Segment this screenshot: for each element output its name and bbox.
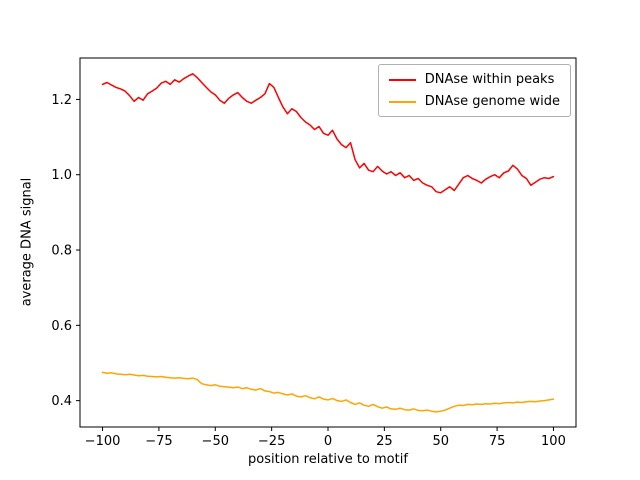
y-tick-label: 1.2 <box>51 93 72 108</box>
y-tick-label: 1.0 <box>51 168 72 183</box>
x-tick-label: −100 <box>85 434 121 449</box>
legend-entry: DNAse genome wide <box>388 94 560 109</box>
legend-entry: DNAse within peaks <box>388 72 560 87</box>
legend: DNAse within peaks DNAse genome wide <box>377 64 571 117</box>
legend-line-swatch-red <box>388 78 416 81</box>
series-line-0 <box>101 73 555 194</box>
x-tick-label: 0 <box>324 434 332 449</box>
x-tick-label: −25 <box>258 434 285 449</box>
legend-line-swatch-orange <box>388 100 416 103</box>
y-tick-label: 0.8 <box>51 244 72 259</box>
x-tick-label: −75 <box>145 434 172 449</box>
legend-label: DNAse genome wide <box>424 94 560 109</box>
y-tick-label: 0.6 <box>51 319 72 334</box>
y-tick-label: 0.4 <box>51 394 72 409</box>
series-line-1 <box>101 371 555 413</box>
x-tick-label: 50 <box>432 434 449 449</box>
legend-label: DNAse within peaks <box>424 72 555 87</box>
y-axis-label: average DNA signal <box>19 177 35 307</box>
x-tick-label: 100 <box>541 434 566 449</box>
x-tick-label: 75 <box>489 434 506 449</box>
x-tick-label: 25 <box>376 434 393 449</box>
x-axis-label: position relative to motif <box>248 452 408 467</box>
x-tick-label: −50 <box>202 434 229 449</box>
